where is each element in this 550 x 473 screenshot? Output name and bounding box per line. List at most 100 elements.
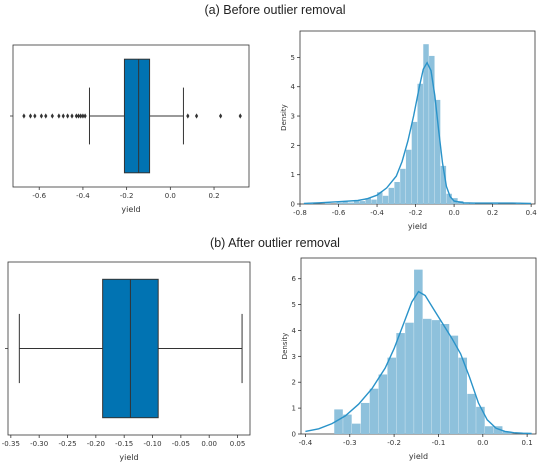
histogram-bar xyxy=(360,402,370,434)
x-tick-label: 0.05 xyxy=(230,440,246,448)
histogram-bar xyxy=(343,414,352,434)
y-tick-label: 0 xyxy=(292,431,296,439)
x-tick-label: 0.0 xyxy=(449,209,460,217)
histogram-bar xyxy=(485,426,494,434)
y-tick-label: 0 xyxy=(291,201,295,209)
outlier-point xyxy=(238,113,242,119)
x-tick-label: -0.3 xyxy=(343,439,357,447)
histogram-bar xyxy=(493,426,503,434)
histogram-bar xyxy=(400,168,406,204)
histogram-after: 0 1 2 3 4 5 6 Density -0.4 -0.3 -0.2 -0.1 0.0 0.1 yiel… xyxy=(281,257,537,461)
histogram-bar xyxy=(502,431,512,434)
x-axis-label: yield xyxy=(408,222,427,231)
x-tick-label: -0.6 xyxy=(32,192,46,200)
outlier-point xyxy=(79,113,83,119)
histogram-bar xyxy=(351,423,361,434)
outlier-point xyxy=(74,113,78,119)
outlier-point xyxy=(61,113,65,119)
x-tick-label: -0.35 xyxy=(2,440,20,448)
histogram-bar xyxy=(348,202,354,204)
x-tick-label: -0.4 xyxy=(370,209,384,217)
title-before-outlier-removal: (a) Before outlier removal xyxy=(204,3,346,17)
histogram-before: 0 1 2 3 4 5 Density -0.8 -0.6 -0.4 -0.2 0.0 0.2 0.4 yi… xyxy=(280,30,538,231)
histogram-bar xyxy=(440,165,447,204)
histogram-bar xyxy=(467,393,476,434)
x-tick-label: 0.0 xyxy=(477,439,488,447)
outlier-point xyxy=(186,113,190,119)
outlier-point xyxy=(28,113,33,119)
histogram-bar xyxy=(342,201,348,204)
outlier-point xyxy=(33,113,37,119)
y-tick-label: 2 xyxy=(292,379,296,387)
x-tick-label: -0.05 xyxy=(172,440,190,448)
histogram-bar xyxy=(388,187,395,204)
histogram-bar xyxy=(431,320,441,434)
histogram-bar xyxy=(359,201,366,204)
boxplot-after: -0.35 -0.30 -0.25 -0.20 -0.15 -0.10 -0.05 0.00 0… xyxy=(2,261,251,462)
x-tick-label: 0.0 xyxy=(165,192,176,200)
x-tick-label: -0.10 xyxy=(143,440,161,448)
y-tick-label: 1 xyxy=(292,405,296,413)
histogram-bar xyxy=(423,44,429,204)
y-tick-label: 3 xyxy=(291,113,295,121)
x-tick-label: 0.2 xyxy=(487,209,498,217)
x-tick-label: -0.2 xyxy=(409,209,423,217)
y-tick-label: 5 xyxy=(291,54,295,62)
outlier-point xyxy=(66,113,70,119)
x-tick-label: 0.2 xyxy=(208,192,219,200)
x-tick-label: 0.00 xyxy=(201,440,217,448)
kde-line xyxy=(303,61,532,205)
outlier-point xyxy=(218,113,223,119)
x-tick-label: -0.4 xyxy=(299,439,313,447)
histogram-bar xyxy=(382,195,389,204)
y-tick-label: 4 xyxy=(291,83,296,91)
x-tick-label: -0.15 xyxy=(115,440,133,448)
histogram-bar xyxy=(394,182,400,204)
outlier-point xyxy=(50,113,54,119)
iqr-box xyxy=(123,58,151,174)
histogram-bar xyxy=(336,202,343,204)
outlier-point xyxy=(44,113,48,119)
x-tick-label: 0.1 xyxy=(522,439,533,447)
y-tick-label: 1 xyxy=(291,171,295,179)
histogram-bar xyxy=(411,121,418,204)
histogram-bar xyxy=(449,335,459,434)
outlier-point xyxy=(39,113,44,119)
histogram-bar xyxy=(353,201,360,204)
histogram-bar xyxy=(405,149,412,204)
outlier-point xyxy=(81,113,85,119)
y-axis-label: Density xyxy=(281,333,289,360)
histogram-bar xyxy=(440,324,450,434)
outlier-point xyxy=(57,113,61,119)
y-tick-label: 3 xyxy=(292,353,296,361)
x-tick-label: 0.4 xyxy=(526,209,538,217)
y-tick-label: 2 xyxy=(291,142,295,150)
x-tick-label: -0.2 xyxy=(387,439,401,447)
kde-line xyxy=(305,290,532,435)
x-tick-label: -0.6 xyxy=(332,209,346,217)
y-tick-label: 6 xyxy=(292,275,297,283)
histogram-bar xyxy=(458,357,467,434)
histogram-bar xyxy=(417,83,423,204)
histogram-bar xyxy=(446,193,452,204)
x-tick-label: -0.25 xyxy=(58,440,76,448)
x-tick-label: -0.8 xyxy=(293,209,307,217)
histogram-bar xyxy=(422,318,432,434)
title-after-outlier-removal: (b) After outlier removal xyxy=(210,236,340,250)
histogram-bar xyxy=(405,322,414,434)
histogram-bar xyxy=(396,333,405,434)
histogram-bar xyxy=(334,409,343,434)
histogram-bar xyxy=(387,357,397,434)
y-axis-label: Density xyxy=(280,104,288,131)
histogram-bar xyxy=(377,192,383,204)
histogram-bar xyxy=(365,198,371,204)
x-tick-label: -0.1 xyxy=(432,439,446,447)
histogram-bar xyxy=(371,199,377,204)
histogram-bar xyxy=(325,202,331,204)
histogram-bar xyxy=(429,55,435,204)
x-tick-label: -0.4 xyxy=(76,192,90,200)
outlier-point xyxy=(70,113,74,119)
boxplot-before: -0.6 -0.4 -0.2 0.0 0.2 yield xyxy=(10,44,250,214)
outlier-point xyxy=(76,113,81,119)
x-axis-label: yield xyxy=(121,205,140,214)
